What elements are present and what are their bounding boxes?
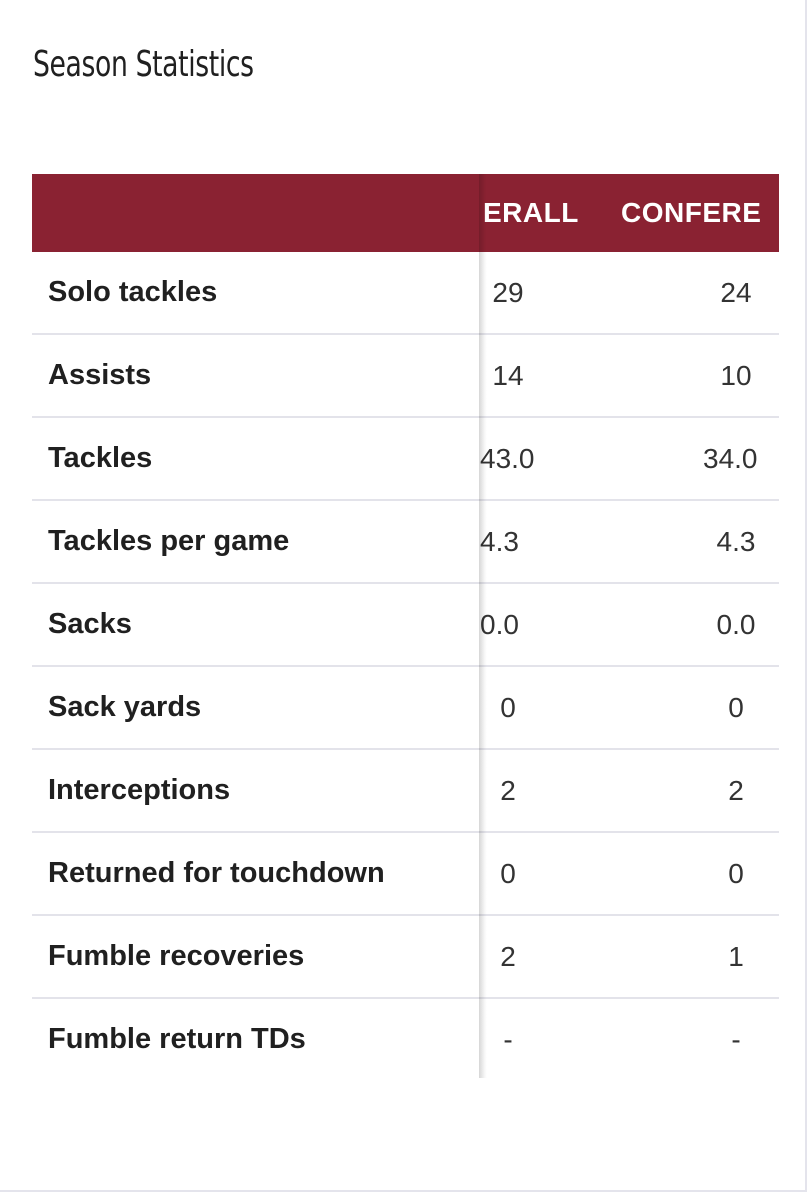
table-row: Tackles 43.0 34.0 — [32, 418, 779, 501]
stat-value-conference: 2 — [728, 775, 744, 806]
table-header: ERALL CONFERE — [32, 174, 779, 252]
stat-value-overall: 4.3 — [480, 526, 519, 557]
stat-label: Fumble return TDs — [48, 1023, 306, 1055]
stat-value-overall: 2 — [500, 941, 516, 972]
stat-value-overall: 43.0 — [480, 443, 535, 474]
table-row: Sacks 0.0 0.0 — [32, 584, 779, 667]
stat-value-conference: 4.3 — [716, 526, 756, 557]
stat-label: Tackles per game — [48, 525, 290, 557]
stat-label: Tackles — [48, 442, 153, 474]
table-row: Fumble recoveries 2 1 — [32, 916, 779, 999]
stat-value-conference: 34.0 — [703, 443, 758, 474]
stat-label: Sacks — [48, 608, 132, 640]
column-header-conference[interactable]: CONFERE — [621, 197, 762, 228]
stat-value-conference: 0 — [728, 692, 744, 723]
table-row: Returned for touchdown 0 0 — [32, 833, 779, 916]
stat-value-overall: 2 — [500, 775, 516, 806]
stat-label: Solo tackles — [48, 276, 218, 308]
stat-value-conference: 0 — [728, 858, 744, 889]
stat-value-overall: - — [503, 1024, 513, 1055]
stat-label: Sack yards — [48, 691, 202, 723]
stat-label: Returned for touchdown — [48, 857, 385, 889]
stat-value-overall: 0.0 — [480, 609, 519, 640]
stat-value-conference: 10 — [720, 360, 752, 391]
table-body: Solo tackles 29 24 Assists 14 10 Tackles… — [32, 252, 779, 1078]
stat-value-conference: 24 — [720, 277, 752, 308]
table-row: Assists 14 10 — [32, 335, 779, 418]
stat-label: Fumble recoveries — [48, 940, 305, 972]
stat-value-overall: 0 — [500, 692, 516, 723]
table-row: Fumble return TDs - - — [32, 999, 779, 1078]
table-row: Tackles per game 4.3 4.3 — [32, 501, 779, 584]
table-row: Sack yards 0 0 — [32, 667, 779, 750]
stat-value-overall: 14 — [492, 360, 524, 391]
table-row: Interceptions 2 2 — [32, 750, 779, 833]
stat-value-conference: 0.0 — [716, 609, 756, 640]
stat-value-overall: 0 — [500, 858, 516, 889]
stat-label: Assists — [48, 359, 152, 391]
stat-value-overall: 29 — [492, 277, 524, 308]
table-row: Solo tackles 29 24 — [32, 252, 779, 335]
section-title: Season Statistics — [33, 44, 254, 85]
stat-value-conference: - — [731, 1024, 741, 1055]
column-header-overall[interactable]: ERALL — [483, 197, 579, 228]
season-stats-table[interactable]: ERALL CONFERE Solo tackles 29 24 Assists… — [32, 174, 779, 1078]
stat-label: Interceptions — [48, 774, 231, 806]
stat-value-conference: 1 — [728, 941, 744, 972]
